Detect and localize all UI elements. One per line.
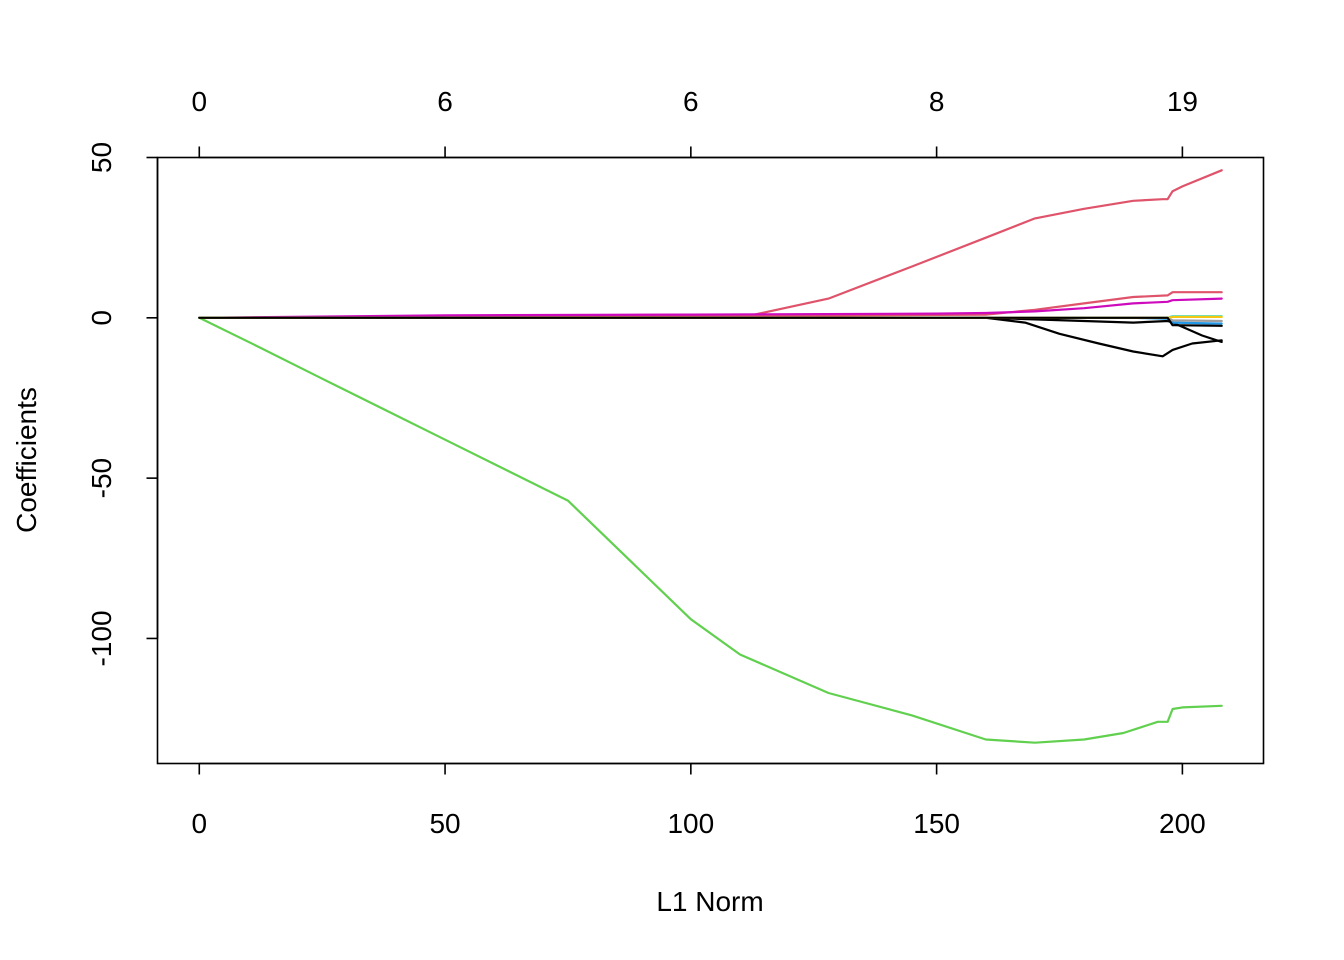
coef-path-4 <box>198 297 1223 319</box>
coef-path-5 <box>198 316 1223 358</box>
x-axis-top: 0 6 6 8 19 <box>191 86 1198 159</box>
top-tick-label: 0 <box>191 86 207 117</box>
x-tick-label: 0 <box>191 808 207 839</box>
coef-path-11 <box>198 316 1223 327</box>
top-tick-label: 6 <box>437 86 453 117</box>
plot-frame <box>156 156 1265 765</box>
series-layer <box>198 169 1223 744</box>
y-tick-label: -50 <box>86 458 117 498</box>
x-tick-label: 200 <box>1159 808 1206 839</box>
coef-path-2 <box>198 169 1223 319</box>
x-tick-label: 50 <box>429 808 460 839</box>
x-axis-title: L1 Norm <box>656 886 763 917</box>
y-axis-title: Coefficients <box>11 387 42 533</box>
coef-path-3 <box>198 291 1223 319</box>
coef-path-6 <box>198 316 1223 343</box>
y-axis-left: -100 -50 0 50 <box>86 142 159 667</box>
top-tick-label: 8 <box>929 86 945 117</box>
top-tick-label: 6 <box>683 86 699 117</box>
x-tick-label: 150 <box>913 808 960 839</box>
top-tick-label: 19 <box>1167 86 1198 117</box>
coef-path-1 <box>198 316 1223 744</box>
y-tick-label: 50 <box>86 142 117 173</box>
y-tick-label: -100 <box>86 610 117 666</box>
x-tick-label: 100 <box>667 808 714 839</box>
y-tick-label: 0 <box>86 310 117 326</box>
x-axis-bottom: 0 50 100 150 200 <box>191 762 1206 839</box>
